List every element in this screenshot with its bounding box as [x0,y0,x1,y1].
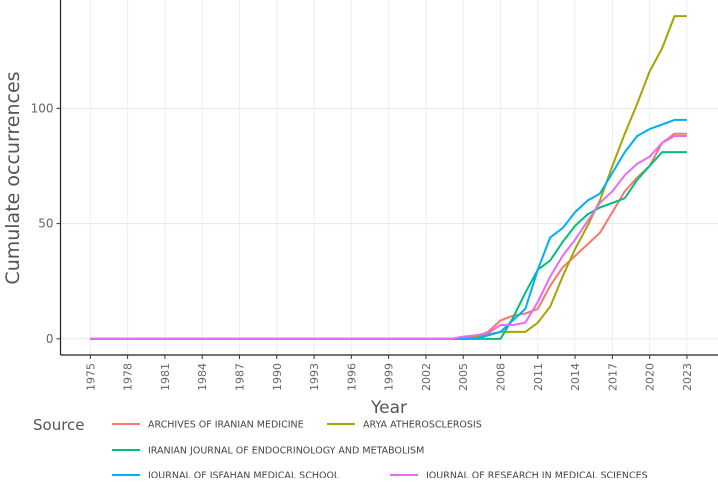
y-ticks: 0 50 100 [31,101,61,346]
x-tick-label: 1999 [383,363,396,391]
x-tick-label: 2014 [569,363,582,391]
legend-label: JOURNAL OF ISFAHAN MEDICAL SCHOOL [147,471,340,479]
legend-label: IRANIAN JOURNAL OF ENDOCRINOLOGY AND MET… [148,446,424,457]
x-tick-label: 1996 [345,363,358,391]
y-tick-label: 50 [38,217,53,231]
legend-title: Source [33,416,85,434]
x-tick-label: 2017 [606,363,619,391]
x-tick-label: 2008 [494,363,507,391]
legend-label: ARCHIVES OF IRANIAN MEDICINE [148,420,304,431]
y-tick-label: 0 [46,332,54,346]
x-tick-label: 1978 [122,363,135,391]
x-tick-label: 1981 [159,363,172,391]
x-axis-label: Year [370,398,407,418]
x-tick-label: 1993 [308,363,321,391]
x-tick-label: 2020 [644,363,657,391]
grid [61,0,718,355]
legend-label: ARYA ATHEROSCLEROSIS [363,420,482,431]
x-tick-label: 2002 [420,363,433,391]
legend: Source ARCHIVES OF IRANIAN MEDICINE ARYA … [33,416,648,478]
x-tick-label: 2023 [681,363,694,391]
x-tick-label: 1984 [196,363,209,391]
legend-label: JOURNAL OF RESEARCH IN MEDICAL SCIENCES [425,471,648,479]
x-ticks: 1975 1978 1981 1984 1987 1990 1993 1996 1999 2002… [84,355,694,391]
y-axis-label: Cumulate occurrences [2,71,24,284]
x-tick-label: 1987 [233,363,246,391]
x-tick-label: 1990 [271,363,284,391]
x-tick-label: 2011 [532,363,545,391]
x-tick-label: 1975 [84,363,97,391]
x-tick-label: 2005 [457,363,470,391]
y-tick-label: 100 [31,101,54,115]
